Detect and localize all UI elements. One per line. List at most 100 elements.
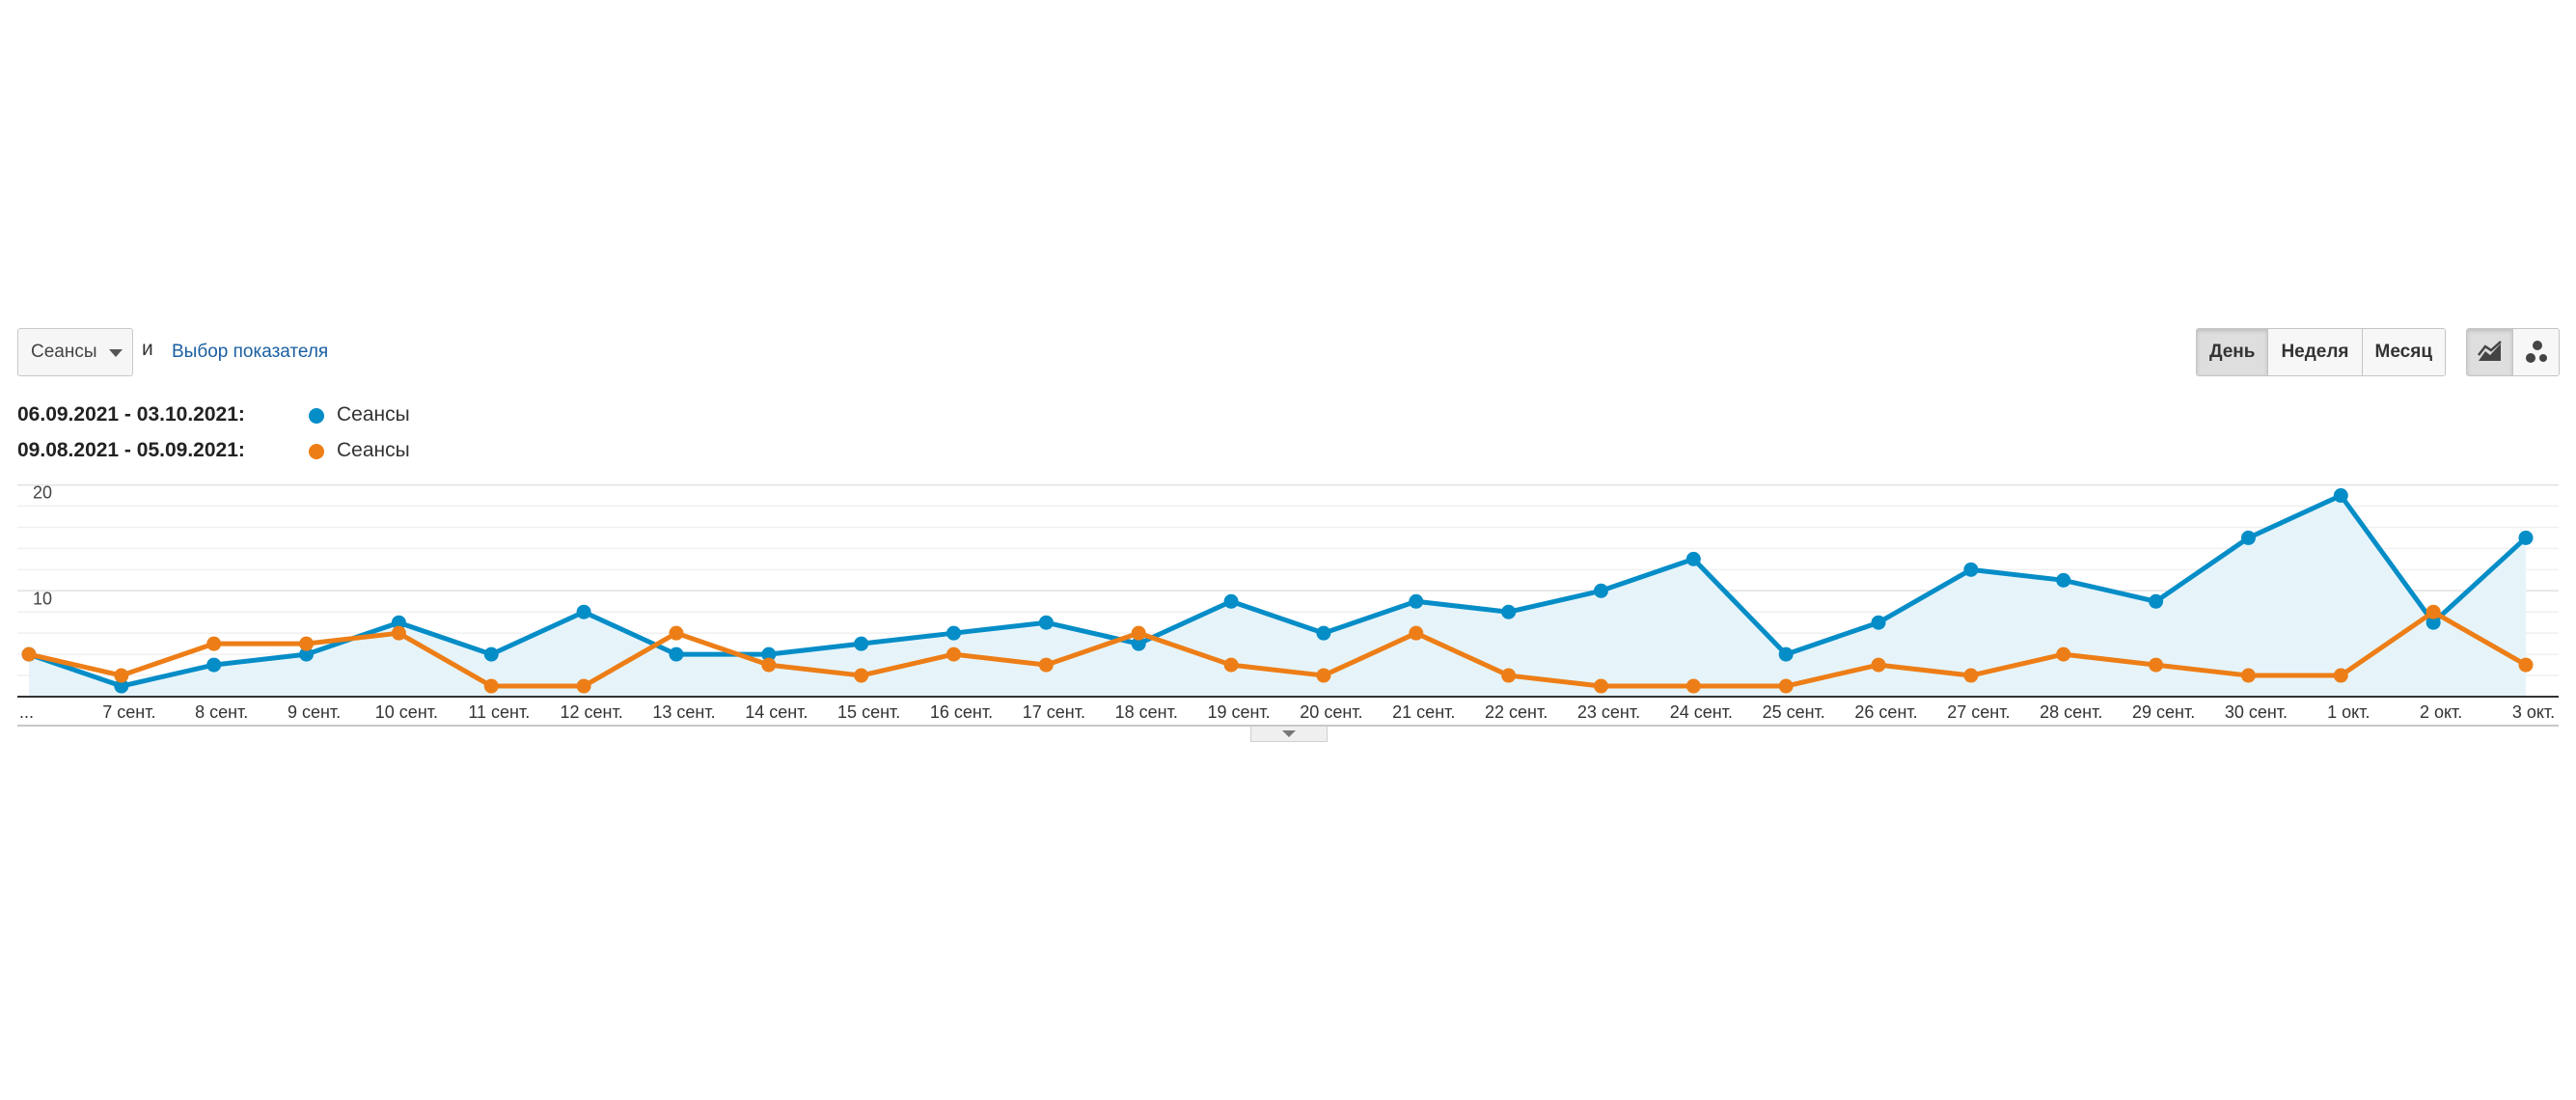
x-tick-label: 18 сент.: [1115, 702, 1178, 722]
x-tick-label: 26 сент.: [1854, 702, 1917, 722]
x-tick-label: 15 сент.: [837, 702, 900, 722]
x-tick-label: 9 сент.: [288, 702, 341, 722]
period-day-button[interactable]: День: [2196, 329, 2269, 375]
period-week-button[interactable]: Неделя: [2268, 329, 2363, 375]
metric-dropdown-value: Сеансы: [31, 342, 97, 362]
data-point-current: [1685, 551, 1701, 566]
data-point-previous: [1409, 625, 1424, 641]
data-point-current: [2333, 488, 2348, 504]
legend-series-previous: Сеансы: [337, 439, 410, 461]
data-point-previous: [2056, 646, 2071, 662]
data-point-current: [2425, 615, 2441, 630]
data-point-previous: [1038, 657, 1054, 673]
period-month-button[interactable]: Месяц: [2362, 329, 2445, 375]
data-point-current: [2056, 572, 2071, 588]
data-point-previous: [854, 668, 869, 683]
x-tick-label: 27 сент.: [1947, 702, 2010, 722]
data-point-previous: [761, 657, 777, 673]
data-point-previous: [2240, 668, 2256, 683]
x-tick-label: 23 сент.: [1577, 702, 1640, 722]
metric-dropdown[interactable]: Сеансы: [17, 328, 133, 376]
x-tick-label: 20 сент.: [1300, 702, 1362, 722]
sessions-line-chart: 10 20... 7 сент. 8 сент. 9 сент. 10 сент. 11 с…: [17, 483, 2559, 727]
data-point-current: [1223, 593, 1239, 609]
data-point-current: [854, 636, 869, 651]
select-metric-link[interactable]: Выбор показателя: [172, 342, 329, 362]
x-tick-label: 10 сент.: [375, 702, 438, 722]
data-point-previous: [1223, 657, 1239, 673]
collapse-chart-toggle[interactable]: [1250, 727, 1328, 742]
data-point-current: [761, 646, 777, 662]
data-point-current: [483, 646, 499, 662]
series-line-previous: [28, 609, 2528, 689]
data-point-current: [206, 657, 222, 673]
data-point-current: [669, 646, 684, 662]
x-tick-label: 29 сент.: [2132, 702, 2195, 722]
data-point-previous: [576, 678, 591, 694]
data-point-current: [2518, 530, 2534, 545]
legend-series-current: Сеансы: [337, 403, 410, 426]
data-point-previous: [1778, 678, 1794, 694]
x-tick-label: 2 окт.: [2420, 702, 2462, 722]
y-tick-label: 20: [33, 483, 52, 503]
data-point-previous: [1871, 657, 1886, 673]
x-tick-label: 8 сент.: [195, 702, 248, 722]
data-point-previous: [1685, 678, 1701, 694]
x-tick-label: ...: [19, 702, 34, 722]
x-tick-label: 19 сент.: [1207, 702, 1270, 722]
data-point-current: [114, 678, 129, 694]
period-toggle: День Неделя Месяц: [2195, 328, 2446, 376]
x-tick-label: 22 сент.: [1485, 702, 1548, 722]
data-point-current: [1963, 562, 1979, 577]
x-tick-label: 28 сент.: [2040, 702, 2102, 722]
data-point-previous: [1501, 668, 1517, 683]
data-point-previous: [2425, 604, 2441, 619]
data-point-current: [2149, 593, 2164, 609]
x-tick-label: 7 сент.: [102, 702, 155, 722]
data-point-current: [1501, 604, 1517, 619]
data-point-previous: [206, 636, 222, 651]
data-point-current: [576, 604, 591, 619]
legend-range-current: 06.09.2021 - 03.10.2021:: [17, 403, 245, 426]
y-tick-label: 10: [33, 589, 52, 608]
data-point-previous: [1316, 668, 1331, 683]
legend-dot-previous: [309, 444, 324, 459]
data-point-current: [1593, 583, 1608, 598]
data-point-current: [391, 615, 406, 630]
conjunction-label: и: [142, 338, 153, 360]
data-point-current: [946, 625, 962, 641]
data-point-current: [1778, 646, 1794, 662]
series-line-current: [28, 493, 2528, 689]
data-point-previous: [946, 646, 962, 662]
data-point-current: [299, 646, 315, 662]
legend-range-previous: 09.08.2021 - 05.09.2021:: [17, 439, 245, 461]
data-point-current: [1316, 625, 1331, 641]
legend-dot-current: [309, 408, 324, 424]
data-point-previous: [21, 646, 37, 662]
line-chart-view-button[interactable]: [2467, 329, 2513, 375]
data-point-previous: [2518, 657, 2534, 673]
data-point-previous: [1131, 625, 1146, 641]
chevron-down-icon: [109, 349, 123, 357]
data-point-current: [1871, 615, 1886, 630]
motion-chart-icon: [2525, 341, 2547, 363]
chart-view-toggle: [2466, 328, 2560, 376]
data-point-previous: [391, 625, 406, 641]
chevron-down-icon: [1282, 730, 1296, 737]
x-tick-label: 16 сент.: [930, 702, 993, 722]
x-tick-label: 13 сент.: [652, 702, 715, 722]
x-tick-label: 25 сент.: [1763, 702, 1825, 722]
data-point-current: [1038, 615, 1054, 630]
data-point-current: [1131, 636, 1146, 651]
line-chart-icon: [2477, 341, 2502, 361]
motion-chart-view-button[interactable]: [2513, 329, 2559, 375]
x-tick-label: 21 сент.: [1392, 702, 1455, 722]
data-point-previous: [1963, 668, 1979, 683]
data-point-previous: [2333, 668, 2348, 683]
data-point-current: [1409, 593, 1424, 609]
data-point-previous: [299, 636, 315, 651]
data-point-previous: [483, 678, 499, 694]
data-point-previous: [669, 625, 684, 641]
data-point-previous: [1593, 678, 1608, 694]
x-tick-label: 30 сент.: [2225, 702, 2288, 722]
